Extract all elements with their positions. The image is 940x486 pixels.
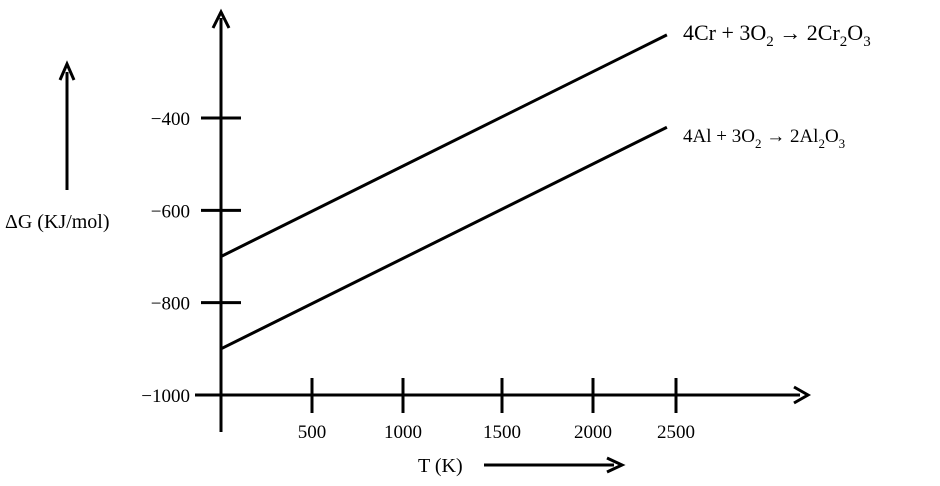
x-direction-arrow-icon (606, 456, 626, 474)
y-tick-label: −1000 (141, 386, 190, 407)
x-axis-arrow-icon (793, 385, 812, 405)
series-label-cr: 4Cr + 3O2 → 2Cr2O3 (683, 20, 871, 50)
y-tick-label: −600 (151, 201, 190, 222)
series-label-al: 4Al + 3O2 → 2Al2O3 (683, 126, 845, 151)
x-tick-label: 1500 (483, 422, 521, 443)
y-axis-title: ΔG (KJ/mol) (5, 211, 110, 233)
x-tick-label: 2500 (657, 422, 695, 443)
x-tick-label: 1000 (384, 422, 422, 443)
x-ticks: 500 1000 1500 2000 2500 (298, 378, 695, 443)
y-direction-arrow-icon (58, 60, 76, 81)
x-tick-label: 2000 (574, 422, 612, 443)
series-line-1 (220, 33, 668, 258)
x-tick-label: 500 (298, 422, 327, 443)
y-tick-label: −400 (151, 109, 190, 130)
series-lines (220, 33, 668, 351)
y-tick-label: −800 (151, 294, 190, 315)
x-axis-title: T (K) (418, 455, 463, 477)
series-line-2 (220, 125, 668, 351)
y-axis-arrow-icon (211, 8, 231, 29)
y-ticks: −400 −600 −800 −1000 (141, 109, 241, 407)
